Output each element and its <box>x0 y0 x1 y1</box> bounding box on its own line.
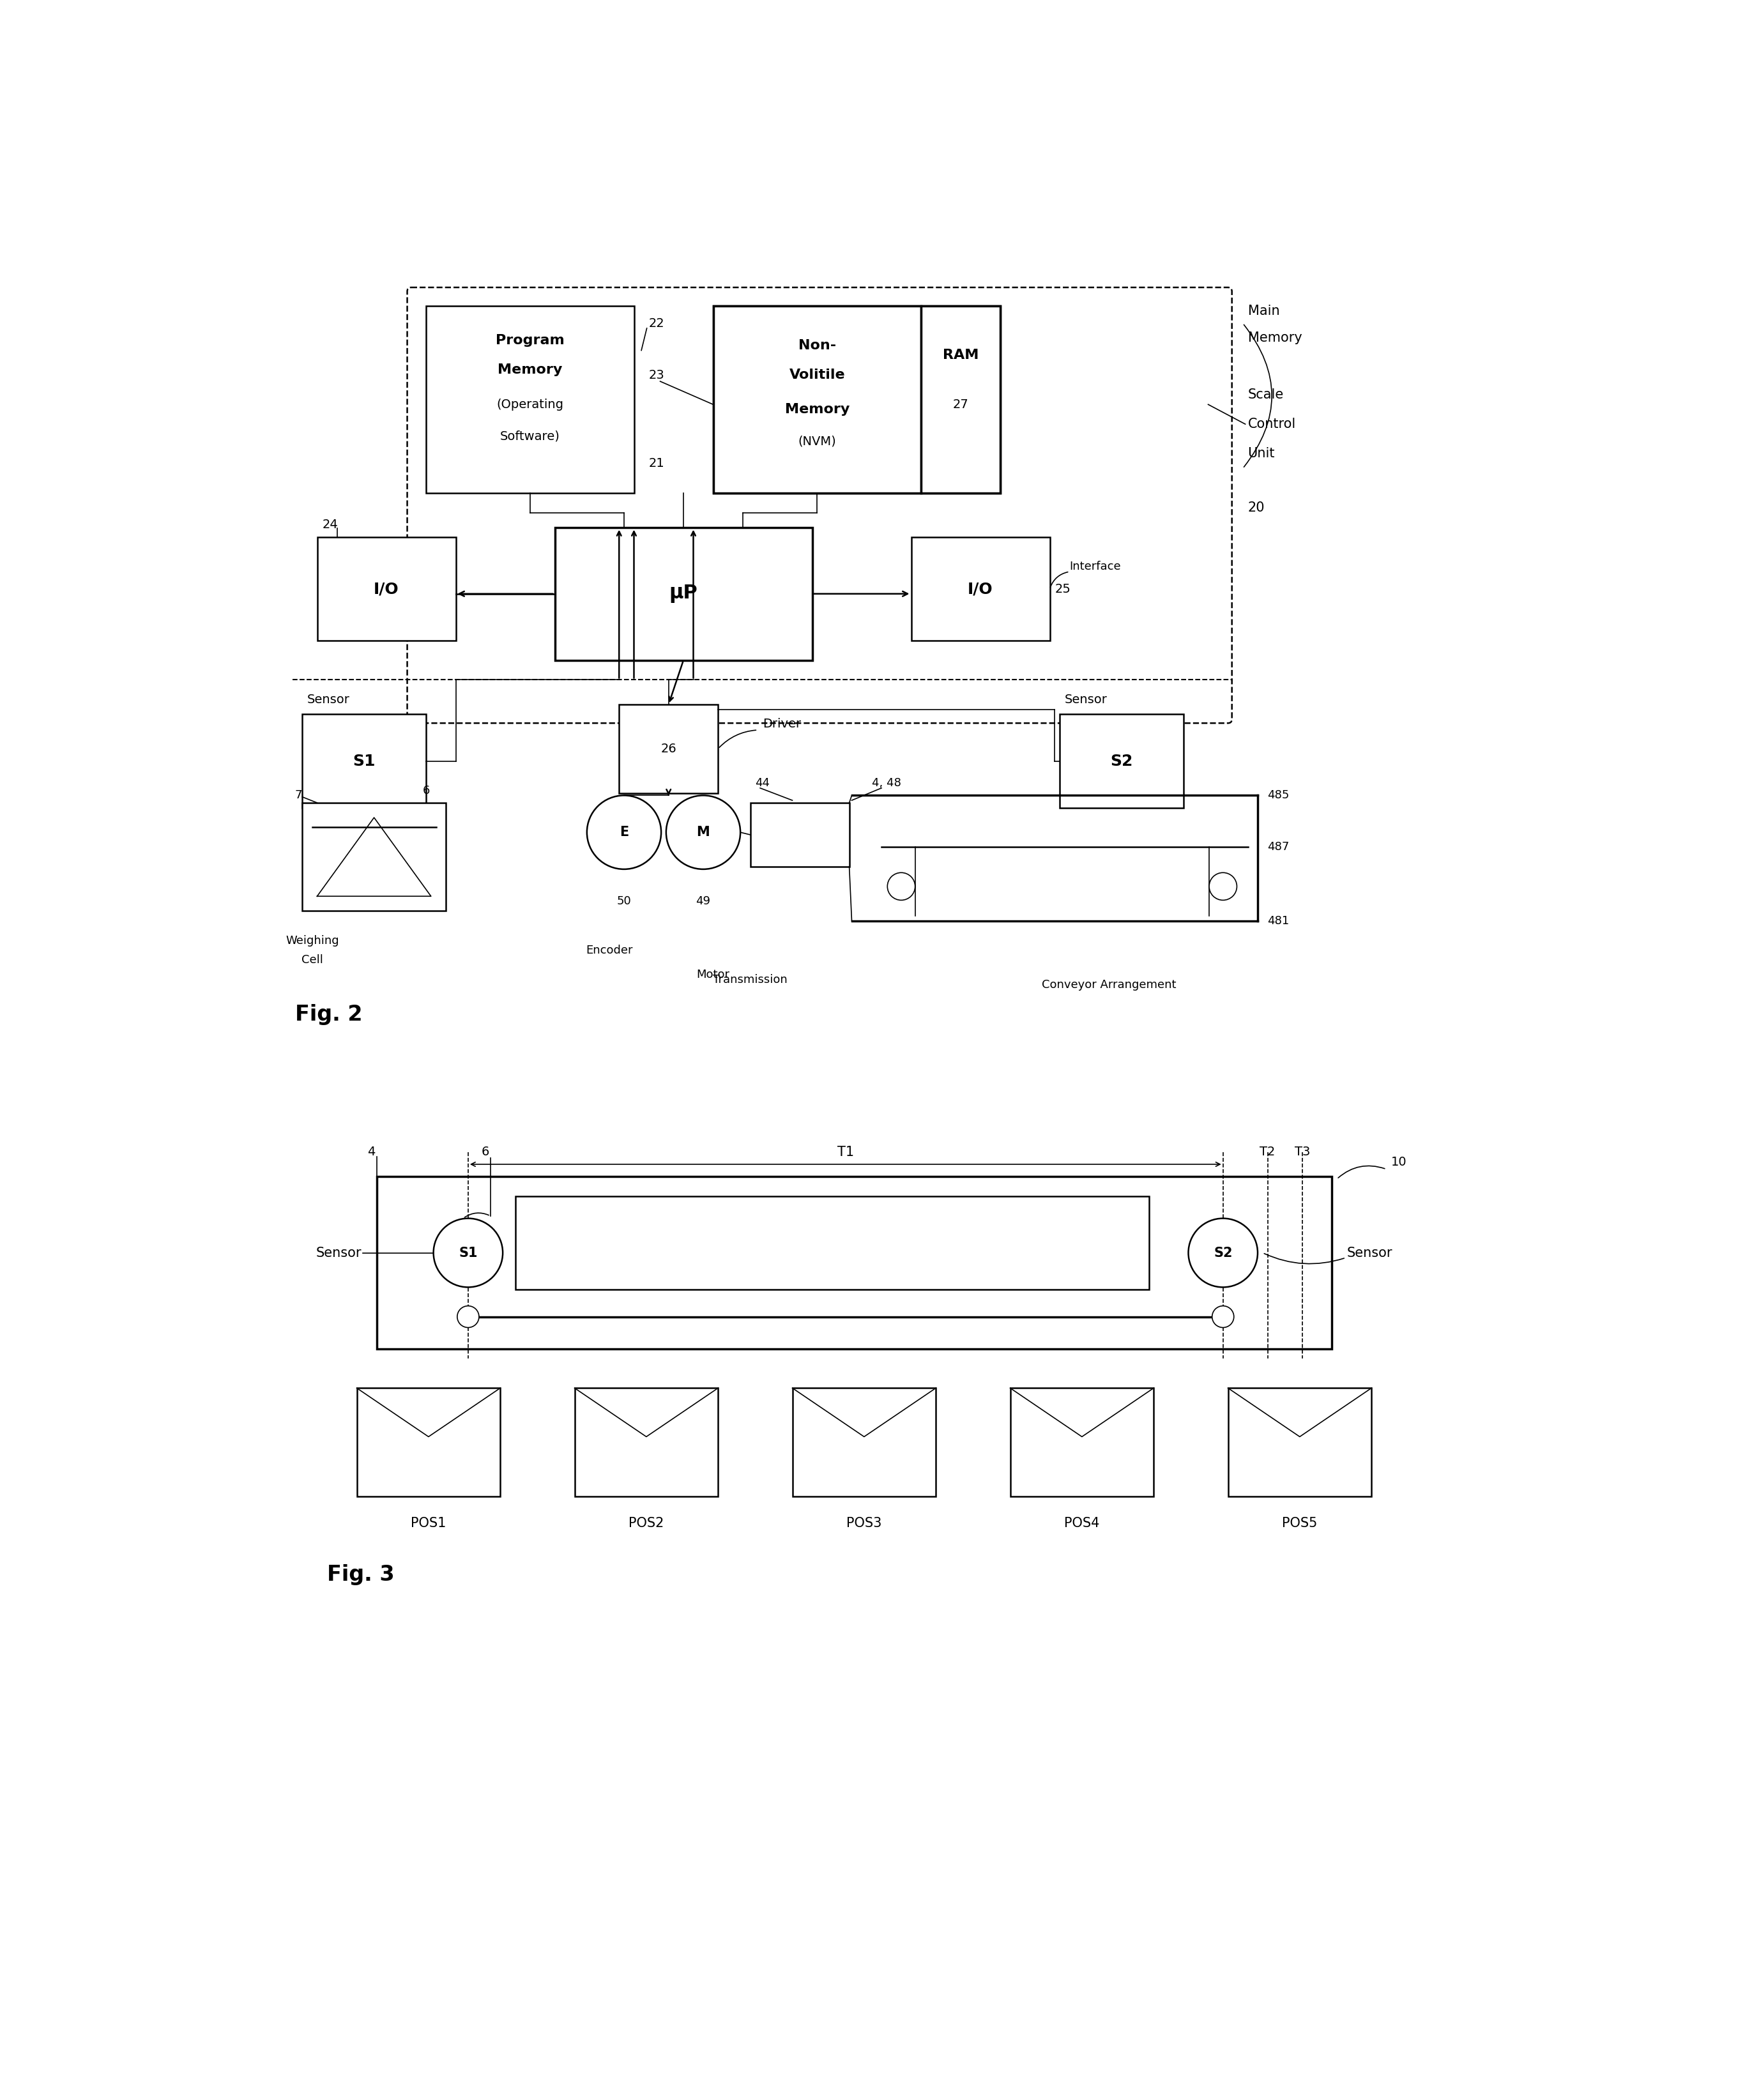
Text: POS5: POS5 <box>1283 1516 1317 1529</box>
Bar <box>921 307 1000 494</box>
Bar <box>555 527 811 659</box>
Text: Sensor: Sensor <box>1347 1247 1393 1260</box>
Text: Fig. 2: Fig. 2 <box>295 1004 363 1025</box>
Text: M: M <box>696 825 710 838</box>
Text: 485: 485 <box>1267 790 1290 802</box>
Text: Sensor: Sensor <box>316 1247 361 1260</box>
Circle shape <box>1188 1218 1258 1287</box>
Text: (NVM): (NVM) <box>797 435 836 447</box>
Text: 6: 6 <box>482 1147 489 1157</box>
Circle shape <box>457 1306 478 1327</box>
Text: Fig. 3: Fig. 3 <box>326 1564 394 1586</box>
Text: 50: 50 <box>616 895 632 907</box>
Text: Unit: Unit <box>1248 447 1276 460</box>
Bar <box>318 538 455 641</box>
Bar <box>302 802 445 911</box>
Circle shape <box>433 1218 503 1287</box>
Bar <box>302 714 426 809</box>
Text: Interface: Interface <box>1070 561 1120 573</box>
Circle shape <box>667 796 740 869</box>
Bar <box>377 1176 1331 1348</box>
Text: 49: 49 <box>696 895 710 907</box>
Text: μP: μP <box>668 584 698 603</box>
Text: E: E <box>619 825 628 838</box>
Bar <box>1010 1388 1153 1495</box>
Text: 24: 24 <box>323 519 339 531</box>
Bar <box>356 1388 501 1495</box>
Bar <box>792 1388 935 1495</box>
Text: S1: S1 <box>352 754 375 769</box>
Text: Cell: Cell <box>302 953 323 966</box>
Text: 4, 48: 4, 48 <box>872 777 900 790</box>
Text: Memory: Memory <box>497 363 562 376</box>
Text: I/O: I/O <box>373 582 400 596</box>
Text: Memory: Memory <box>785 403 850 416</box>
Circle shape <box>1213 1306 1234 1327</box>
FancyBboxPatch shape <box>407 288 1232 722</box>
Bar <box>619 704 719 794</box>
Text: 20: 20 <box>1248 502 1265 515</box>
Text: I/O: I/O <box>968 582 993 596</box>
Text: 25: 25 <box>1054 584 1071 594</box>
Text: (Operating: (Operating <box>496 399 564 410</box>
Text: S2: S2 <box>1110 754 1133 769</box>
Bar <box>426 307 633 494</box>
Bar <box>1059 714 1183 809</box>
Text: Transmission: Transmission <box>714 974 787 985</box>
Text: T2: T2 <box>1260 1147 1276 1157</box>
Text: Encoder: Encoder <box>586 945 633 956</box>
Text: POS1: POS1 <box>410 1516 447 1529</box>
Text: Weighing: Weighing <box>286 935 339 947</box>
Text: Sensor: Sensor <box>1064 693 1108 706</box>
Bar <box>714 307 1000 494</box>
Text: T1: T1 <box>838 1147 853 1159</box>
Text: Sensor: Sensor <box>307 693 351 706</box>
Text: Memory: Memory <box>1248 332 1302 344</box>
Text: 44: 44 <box>756 777 770 790</box>
Text: 481: 481 <box>1267 916 1290 926</box>
Circle shape <box>1209 874 1237 901</box>
Circle shape <box>888 874 914 901</box>
Circle shape <box>586 796 661 869</box>
Text: POS2: POS2 <box>628 1516 665 1529</box>
Text: 22: 22 <box>649 317 665 330</box>
Text: 4: 4 <box>368 1147 375 1157</box>
Text: Control: Control <box>1248 418 1297 430</box>
Text: POS4: POS4 <box>1064 1516 1099 1529</box>
Text: S2: S2 <box>1213 1247 1232 1260</box>
Bar <box>714 307 921 494</box>
Text: 10: 10 <box>1391 1155 1406 1168</box>
Text: Driver: Driver <box>763 718 801 731</box>
Text: 26: 26 <box>661 743 677 754</box>
Bar <box>911 538 1050 641</box>
Bar <box>574 1388 719 1495</box>
Text: Program: Program <box>496 334 564 347</box>
Bar <box>1228 1388 1372 1495</box>
Text: S1: S1 <box>459 1247 478 1260</box>
Text: T3: T3 <box>1295 1147 1310 1157</box>
Text: Non-: Non- <box>797 338 836 353</box>
Text: Scale: Scale <box>1248 388 1284 401</box>
Text: POS3: POS3 <box>846 1516 881 1529</box>
Text: Volitile: Volitile <box>789 370 845 382</box>
Text: Conveyor Arrangement: Conveyor Arrangement <box>1042 979 1176 991</box>
Text: RAM: RAM <box>942 349 979 361</box>
Text: 27: 27 <box>953 399 968 410</box>
Text: Motor: Motor <box>696 970 729 981</box>
Text: 6: 6 <box>422 785 429 796</box>
Text: 487: 487 <box>1267 842 1290 853</box>
Text: 21: 21 <box>649 458 665 470</box>
Bar <box>515 1197 1148 1289</box>
Text: Main: Main <box>1248 304 1279 317</box>
Text: 7: 7 <box>295 790 302 802</box>
Text: 23: 23 <box>649 370 665 380</box>
Bar <box>750 802 850 867</box>
Text: Software): Software) <box>501 430 560 443</box>
